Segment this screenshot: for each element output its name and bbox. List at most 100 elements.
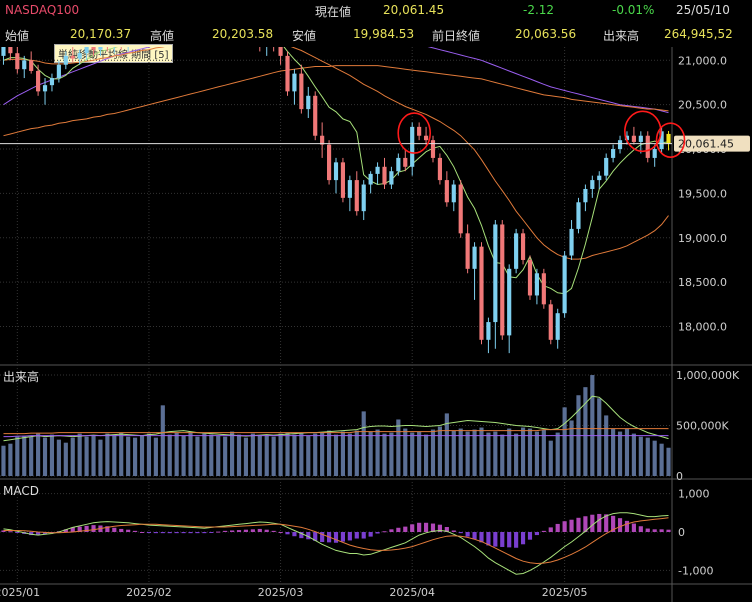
volume-bar [562,407,567,476]
macd-histogram-bar [410,524,415,532]
volume-bar [133,437,138,476]
volume-bar [139,435,145,476]
macd-histogram-bar [299,532,304,539]
candle-body [638,135,643,142]
candle-body [417,126,422,136]
macd-histogram-bar [160,532,165,534]
candle-body [486,322,491,340]
candle-body [175,32,179,34]
macd-histogram-bar [320,532,325,542]
macd-histogram-bar [430,523,436,532]
macd-histogram-bar [63,529,68,532]
x-tick-label: 2025/01 [0,586,40,599]
macd-histogram-bar [437,524,442,532]
volume-bar [534,431,539,476]
volume-bar [105,433,110,476]
macd-histogram-bar [278,532,283,533]
macd-histogram-bar [146,532,152,533]
macd-histogram-bar [652,529,657,532]
macd-histogram-bar [361,532,366,539]
volume-bar [340,431,346,476]
macd-histogram-bar [562,521,567,532]
volume-bar [666,447,671,476]
volume-bar [375,429,380,476]
grid-lines [0,47,752,602]
macd-histogram-bar [36,532,41,536]
candle-body [666,133,671,144]
volume-bar [8,443,13,476]
volume-bar [181,435,186,476]
macd-histogram-bar [216,531,221,533]
macd-histogram-bar [458,532,463,534]
macd-histogram-bar [112,527,117,532]
candle-body [389,171,394,185]
candle-body [258,43,262,47]
volume-bar [617,431,623,476]
macd-histogram-bar [105,526,110,532]
macd-histogram-bar [70,527,75,532]
macd-line [3,512,669,575]
prev-close-value: 20,063.56 [515,27,577,41]
volume-bar [354,430,359,476]
volume-bar [458,428,463,476]
last-price-label: 20,061.45 [678,138,734,151]
volume-bar [430,429,436,476]
quote-header-row2: 始値 20,170.37 高値 20,203.58 安値 19,984.53 前… [0,24,752,46]
prev-close-label: 前日終値 [432,29,481,43]
candle-body [652,149,657,158]
macd-histogram-bar [451,530,456,532]
macd-panel-label: MACD [3,484,39,498]
macd-histogram-bar [417,522,422,532]
macd-histogram-bar [472,532,477,540]
highlight-circle [655,122,686,158]
volume-bar [326,430,332,476]
macd-histogram-bar [389,529,394,532]
price-panel [1,25,671,354]
volume-bar [389,432,394,476]
last-price-badge [674,135,750,152]
candle-body [272,43,276,47]
volume-bar [223,436,228,476]
macd-histogram-bar [555,523,560,532]
candle-body [98,47,103,50]
volume-bar [119,432,124,476]
candle-body [1,47,6,56]
macd-tick-label: -1,000 [678,564,713,577]
volume-bar [320,432,325,476]
volume-bar [285,432,290,476]
macd-histogram-bar [271,530,276,532]
macd-histogram-bar [583,516,588,532]
candle-body [265,43,269,47]
candle-body [195,27,199,32]
candle-body [576,202,581,229]
macd-histogram-bar [604,514,609,532]
candle-body [507,268,512,336]
candle-body [105,44,109,47]
candle-body [63,55,68,65]
candle-body [541,273,546,305]
macd-histogram-bar [617,518,623,532]
volume-bar [465,431,470,476]
volume-bar [659,443,664,476]
low-value: 19,984.53 [353,27,415,41]
candle-body [188,29,192,32]
macd-histogram-bar [645,528,650,532]
macd-histogram-bar [597,513,602,532]
candle-body [216,25,220,27]
current-label: 現在値 [315,5,352,19]
macd-histogram-bar [403,526,408,532]
volume-bar [493,431,498,476]
candle-body [645,135,650,158]
volume-bar [541,429,546,476]
volume-bar [624,428,630,476]
macd-histogram-bar [576,517,581,532]
macd-panel [1,512,671,575]
macd-histogram-bar [354,532,359,539]
volume-bar [507,428,512,476]
candle-body [42,85,48,92]
volume-bar [77,433,82,476]
volume-bar [500,434,505,476]
change-pct-value: -0.01% [612,3,655,17]
volume-bar [403,428,408,476]
volume-bar [396,419,401,476]
